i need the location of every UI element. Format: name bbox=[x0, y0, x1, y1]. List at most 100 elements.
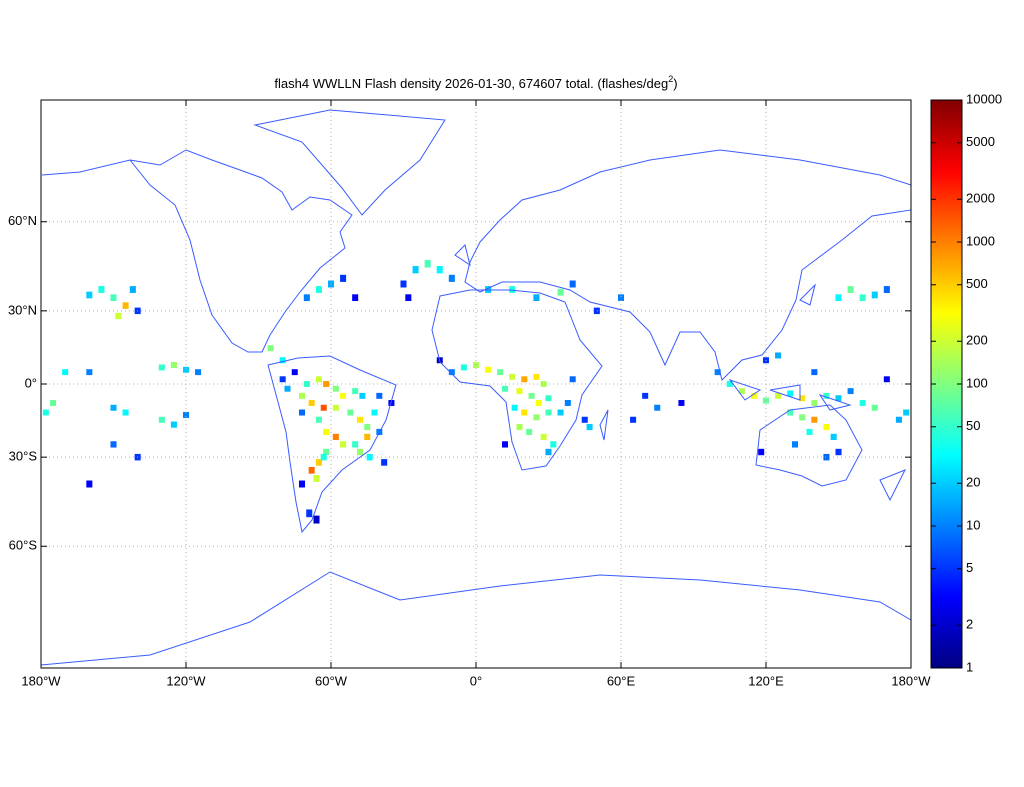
density-cell bbox=[436, 266, 443, 274]
density-cell bbox=[903, 409, 910, 416]
density-cell bbox=[291, 369, 298, 376]
density-cell bbox=[284, 385, 291, 392]
density-cell bbox=[847, 286, 854, 293]
africa bbox=[431, 289, 603, 471]
density-cell bbox=[859, 399, 866, 406]
density-cell bbox=[581, 416, 588, 423]
density-cell bbox=[533, 294, 540, 302]
density-cell bbox=[98, 286, 105, 293]
density-cell bbox=[313, 475, 320, 482]
density-cell bbox=[323, 381, 330, 387]
density-cell bbox=[122, 302, 129, 309]
density-cell bbox=[340, 274, 347, 282]
density-cell bbox=[315, 376, 322, 383]
eurasia bbox=[464, 149, 912, 381]
y-tick-label: 30°S bbox=[9, 449, 38, 464]
density-cell bbox=[182, 411, 190, 418]
density-cell bbox=[448, 369, 455, 376]
density-cell bbox=[830, 433, 837, 441]
density-cell bbox=[170, 362, 177, 369]
density-cell bbox=[569, 376, 576, 383]
x-tick-label: 60°W bbox=[315, 673, 348, 688]
colorbar-ticks: 1 2 5 10 20 50 100 200 500 1000 2000 5000 10000 bbox=[931, 91, 1002, 674]
density-cell bbox=[448, 274, 455, 282]
density-cell bbox=[811, 369, 818, 376]
density-cell bbox=[110, 294, 117, 302]
x-tick-label: 180°W bbox=[21, 673, 61, 688]
x-tick-label: 120°E bbox=[748, 673, 784, 688]
australia bbox=[755, 404, 863, 487]
density-cell bbox=[327, 280, 335, 288]
density-cell bbox=[758, 448, 765, 456]
density-cell bbox=[298, 480, 306, 488]
density-cell bbox=[298, 409, 306, 416]
density-cell bbox=[540, 381, 547, 387]
density-cell bbox=[501, 385, 509, 392]
density-cell bbox=[823, 423, 830, 431]
colorbar-tick-label: 50 bbox=[966, 418, 980, 433]
density-cell bbox=[359, 392, 366, 399]
density-cell bbox=[320, 404, 327, 411]
density-cell bbox=[405, 294, 412, 302]
density-cell bbox=[50, 399, 57, 406]
title-superscript: 2 bbox=[668, 74, 673, 84]
density-cell bbox=[501, 441, 509, 448]
density-cell bbox=[871, 404, 878, 411]
colorbar-tick-label: 1 bbox=[966, 659, 973, 674]
islands bbox=[454, 244, 907, 502]
density-cell bbox=[170, 421, 177, 428]
density-cell bbox=[714, 369, 721, 376]
density-cell bbox=[298, 392, 306, 399]
y-tick-label: 60°S bbox=[9, 538, 38, 553]
density-cell bbox=[352, 441, 359, 448]
density-cell bbox=[352, 294, 359, 302]
density-cell bbox=[545, 448, 552, 456]
density-cell bbox=[400, 280, 407, 288]
greenland bbox=[253, 109, 446, 216]
x-tick-label: 60°E bbox=[607, 673, 636, 688]
density-cell bbox=[332, 385, 339, 392]
density-cell bbox=[86, 369, 93, 376]
y-tick-label: 60°N bbox=[8, 213, 37, 228]
density-cell bbox=[847, 388, 854, 395]
density-cell bbox=[528, 392, 535, 399]
density-cell bbox=[811, 416, 818, 423]
density-cell bbox=[835, 294, 842, 302]
density-cell bbox=[129, 286, 136, 293]
x-tick-label: 120°W bbox=[166, 673, 206, 688]
density-cell bbox=[787, 390, 794, 397]
density-cell bbox=[42, 409, 49, 416]
density-cell bbox=[497, 369, 504, 376]
density-cell bbox=[182, 366, 190, 373]
density-cell bbox=[516, 388, 523, 395]
density-cell bbox=[557, 288, 564, 296]
density-cell bbox=[306, 509, 313, 518]
density-cell bbox=[86, 291, 93, 299]
south-america bbox=[267, 355, 397, 534]
density-cell bbox=[323, 448, 330, 456]
density-cell bbox=[540, 433, 547, 441]
colorbar-tick-label: 10000 bbox=[966, 91, 1002, 106]
map-title: flash4 WWLLN Flash density 2026-01-30, 6… bbox=[274, 74, 677, 91]
density-cell bbox=[315, 286, 322, 293]
colorbar-tick-label: 5000 bbox=[966, 134, 995, 149]
x-tick-label: 180°W bbox=[891, 673, 931, 688]
density-cell bbox=[472, 362, 480, 369]
density-cell bbox=[738, 388, 745, 395]
density-cell bbox=[835, 448, 842, 456]
density-cell bbox=[381, 459, 388, 466]
density-cell bbox=[545, 395, 552, 402]
density-cell bbox=[835, 395, 842, 402]
density-cell bbox=[279, 357, 286, 364]
density-cell bbox=[678, 399, 685, 406]
density-cell bbox=[521, 409, 528, 416]
colorbar-tick-label: 1000 bbox=[966, 233, 995, 248]
x-tick-label: 0° bbox=[470, 673, 482, 688]
density-cell bbox=[347, 409, 354, 416]
density-cell bbox=[308, 399, 315, 406]
y-tick-label: 0° bbox=[25, 375, 37, 390]
title-text: flash4 WWLLN Flash density 2026-01-30, 6… bbox=[274, 76, 668, 91]
colorbar-tick-label: 10 bbox=[966, 517, 980, 532]
density-cell bbox=[630, 416, 637, 423]
density-cell bbox=[315, 459, 322, 466]
